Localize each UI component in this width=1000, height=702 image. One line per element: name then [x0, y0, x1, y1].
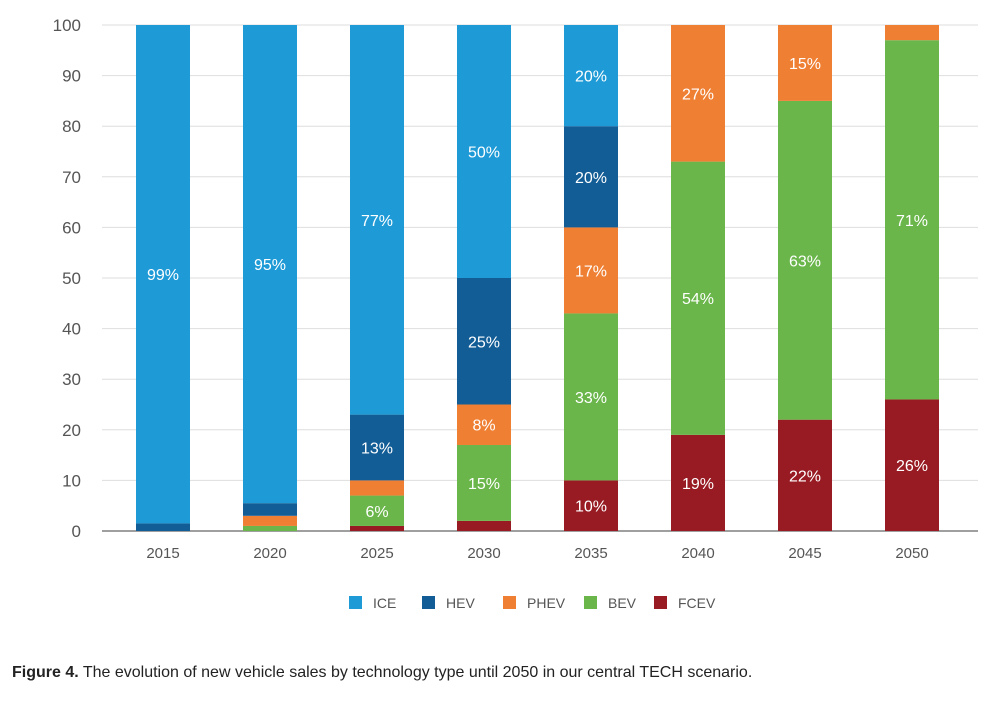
- x-axis: 2015 2020 2025 2030 2035 2040 2045 2050: [146, 545, 928, 562]
- data-label-fcev-2035: 10%: [575, 499, 607, 516]
- y-tick-label: 70: [62, 168, 81, 187]
- x-tick-label: 2025: [360, 545, 393, 562]
- y-tick-label: 10: [62, 471, 81, 490]
- data-label-fcev-2040: 19%: [682, 476, 714, 493]
- x-tick-label: 2035: [574, 545, 607, 562]
- y-tick-label: 30: [62, 370, 81, 389]
- bar-segment-ice-2025: [350, 25, 404, 415]
- bar-segment-bev-2025: [350, 495, 404, 526]
- bar-segment-bev-2030: [457, 444, 511, 521]
- bar-segment-fcev-2025: [350, 525, 404, 531]
- data-label-hev-2025: 13%: [361, 441, 393, 458]
- data-label-phev-2035: 17%: [575, 263, 607, 280]
- bar-segment-hev-2030: [457, 278, 511, 405]
- bar-segment-hev-2015: [136, 523, 190, 531]
- legend-item-ice: ICE: [349, 595, 396, 611]
- legend-label: HEV: [446, 595, 475, 611]
- x-tick-label: 2020: [253, 545, 286, 562]
- data-label-bev-2025: 6%: [365, 504, 388, 521]
- legend-swatch: [422, 596, 435, 609]
- bar-segment-ice-2035: [564, 25, 618, 127]
- data-label-phev-2030: 8%: [472, 418, 495, 435]
- legend-swatch: [503, 596, 516, 609]
- bars: [136, 25, 939, 531]
- bar-segment-hev-2020: [243, 503, 297, 516]
- data-labels: 99% 95% 6% 13% 77% 15% 8% 25% 50% 10% 33% 17% 20% 20%…: [147, 56, 928, 521]
- data-label-fcev-2050: 26%: [896, 458, 928, 475]
- y-axis: 0 10 20 30 40 50 60 70 80 90 100: [53, 16, 978, 541]
- data-label-bev-2050: 71%: [896, 213, 928, 230]
- y-tick-label: 90: [62, 67, 81, 86]
- data-label-ice-2035: 20%: [575, 69, 607, 86]
- bar-segment-bev-2020: [243, 525, 297, 531]
- bar-segment-hev-2035: [564, 126, 618, 228]
- y-tick-label: 20: [62, 421, 81, 440]
- x-tick-label: 2030: [467, 545, 500, 562]
- y-tick-label: 40: [62, 320, 81, 339]
- bar-segment-fcev-2035: [564, 480, 618, 531]
- y-tick-label: 100: [53, 16, 81, 35]
- legend-swatch: [349, 596, 362, 609]
- x-tick-label: 2040: [681, 545, 714, 562]
- bar-segment-phev-2025: [350, 480, 404, 496]
- legend-swatch: [584, 596, 597, 609]
- data-label-bev-2030: 15%: [468, 476, 500, 493]
- bar-segment-phev-2040: [671, 25, 725, 162]
- legend-item-hev: HEV: [422, 595, 475, 611]
- bar-segment-phev-2050: [885, 25, 939, 41]
- y-tick-label: 60: [62, 218, 81, 237]
- bar-segment-hev-2025: [350, 414, 404, 481]
- bar-segment-phev-2035: [564, 227, 618, 314]
- data-label-bev-2040: 54%: [682, 291, 714, 308]
- bar-segment-bev-2040: [671, 161, 725, 435]
- data-label-bev-2045: 63%: [789, 253, 821, 270]
- x-tick-label: 2045: [788, 545, 821, 562]
- bar-segment-phev-2030: [457, 404, 511, 445]
- bar-segment-fcev-2045: [778, 419, 832, 531]
- legend-swatch: [654, 596, 667, 609]
- legend-item-fcev: FCEV: [654, 595, 716, 611]
- data-label-hev-2030: 25%: [468, 334, 500, 351]
- x-tick-label: 2050: [895, 545, 928, 562]
- data-label-ice-2025: 77%: [361, 213, 393, 230]
- bar-segment-phev-2045: [778, 25, 832, 101]
- y-tick-label: 0: [72, 522, 81, 541]
- legend-label: BEV: [608, 595, 637, 611]
- y-tick-label: 80: [62, 117, 81, 136]
- figure-caption: Figure 4. The evolution of new vehicle s…: [12, 664, 752, 682]
- legend-label: FCEV: [678, 595, 716, 611]
- legend-label: ICE: [373, 595, 396, 611]
- bar-segment-bev-2035: [564, 313, 618, 481]
- caption-label: Figure 4.: [12, 664, 79, 681]
- caption-text: The evolution of new vehicle sales by te…: [78, 664, 753, 681]
- bar-segment-ice-2030: [457, 25, 511, 278]
- bar-segment-fcev-2050: [885, 399, 939, 531]
- y-tick-label: 50: [62, 269, 81, 288]
- data-label-ice-2020: 95%: [254, 257, 286, 274]
- data-label-hev-2035: 20%: [575, 170, 607, 187]
- bar-segment-phev-2020: [243, 515, 297, 526]
- data-label-phev-2040: 27%: [682, 86, 714, 103]
- bar-segment-fcev-2040: [671, 434, 725, 531]
- data-label-bev-2035: 33%: [575, 390, 607, 407]
- legend: ICE HEV PHEV BEV FCEV: [349, 595, 716, 611]
- bar-segment-bev-2050: [885, 40, 939, 400]
- data-label-fcev-2045: 22%: [789, 468, 821, 485]
- bar-segment-fcev-2030: [457, 520, 511, 531]
- data-label-ice-2015: 99%: [147, 267, 179, 284]
- legend-item-bev: BEV: [584, 595, 637, 611]
- bar-segment-bev-2045: [778, 100, 832, 420]
- gridlines: [102, 24, 978, 481]
- bar-segment-ice-2015: [136, 25, 190, 524]
- x-tick-label: 2015: [146, 545, 179, 562]
- legend-label: PHEV: [527, 595, 566, 611]
- legend-item-phev: PHEV: [503, 595, 566, 611]
- bar-segment-ice-2020: [243, 25, 297, 504]
- data-label-ice-2030: 50%: [468, 145, 500, 162]
- data-label-phev-2045: 15%: [789, 56, 821, 73]
